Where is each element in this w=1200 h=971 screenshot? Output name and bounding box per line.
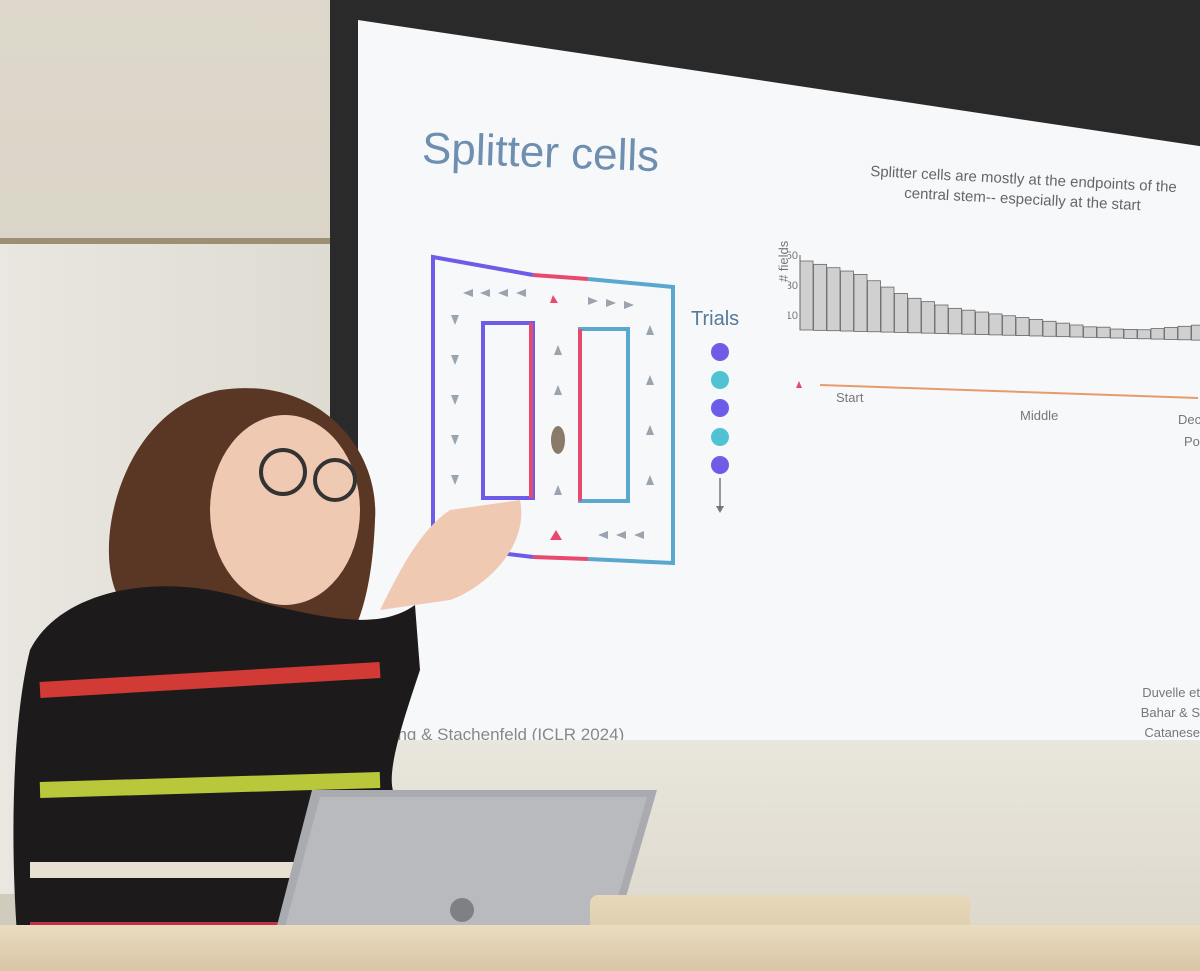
histogram-bar [1056,322,1070,338]
mouse-icon [551,426,565,454]
trial-dot-3 [711,399,729,417]
start-marker-icon [796,381,802,388]
slide-references: Duvelle et Bahar & S Catanese [1141,683,1200,743]
histogram-bar [1015,317,1030,336]
histogram-bar [880,286,895,333]
start-triangle [550,530,562,540]
slide-subtitle: Splitter cells are mostly at the endpoin… [869,162,1178,214]
histogram-bar [1069,324,1084,338]
histogram-bar [813,263,827,331]
slide-citation: ang & Stachenfeld (ICLR 2024) [388,725,625,744]
trials-label: Trials [691,308,740,330]
x-tick-start: Start [836,390,864,405]
slide-title: Splitter cells [421,123,660,182]
histogram-bar [1083,326,1097,338]
histogram-bar [975,311,989,335]
histogram-bar [1110,328,1124,339]
histogram-bar [1191,324,1200,341]
y-tick-label: 50 [788,250,798,262]
histogram-bar [907,297,922,334]
arrow-down-icon [716,478,724,513]
histogram-bar [961,309,976,335]
histogram-bar [1002,315,1016,336]
reference-line: Bahar & S [1140,705,1200,721]
trial-dot-1 [711,343,729,361]
histogram-bar [840,270,854,332]
histogram-bar [988,313,1003,336]
histogram-bar [853,274,868,332]
x-tick-point: Po [1184,434,1200,449]
histogram-bar [1137,329,1151,340]
histogram-bar [1150,328,1165,340]
apple-logo-icon [450,898,474,922]
trial-dot-2 [711,371,729,389]
histogram-bar [826,267,841,332]
reference-line: Duvelle et [1142,685,1200,700]
histogram-bar [1123,329,1138,339]
star-marker [550,295,558,303]
histogram-bar [921,301,935,334]
histogram-bar [1096,326,1111,339]
histogram-bar [1164,327,1178,340]
y-tick-label: 10 [788,310,798,322]
reference-line: Catanese [1144,725,1200,741]
projected-slide: Splitter cells Splitter cells are mostly… [358,20,1200,762]
histogram-bar [1177,325,1192,341]
histogram-bar [1029,319,1043,337]
desk [0,925,1200,971]
trial-dot-4 [711,428,729,446]
laptop [272,785,660,950]
axis-label-y: # fields [776,240,791,282]
x-tick-middle: Middle [1020,408,1059,423]
trial-dot-5 [711,456,729,474]
histogram-bar [1042,320,1057,337]
histogram-bar [934,304,949,334]
histogram-bar [894,293,908,333]
x-tick-decision: Deci [1178,412,1200,427]
histogram-bar [948,307,962,335]
histogram-bar [867,280,881,333]
position-axis [819,384,1199,399]
y-tick-label: 30 [788,280,798,292]
fields-histogram: 10 30 50 [788,250,1200,399]
histogram-bar [799,260,814,331]
